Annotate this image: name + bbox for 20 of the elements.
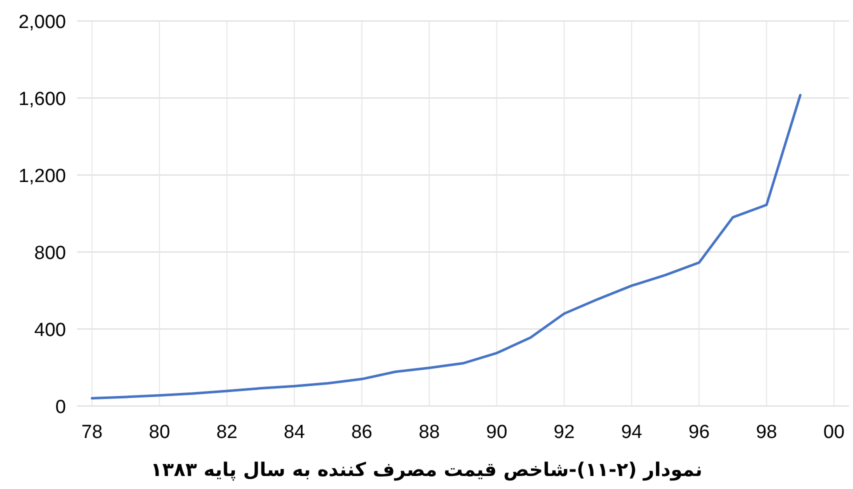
x-tick-label: 84	[284, 422, 306, 443]
x-tick-label: 94	[621, 422, 643, 443]
x-tick-label: 80	[148, 422, 170, 443]
line-series	[90, 94, 802, 400]
x-tick-label: 00	[823, 422, 845, 443]
x-tick-label: 86	[351, 422, 372, 443]
y-tick-label: 1,600	[18, 89, 66, 110]
y-tick-label: 800	[34, 243, 66, 264]
x-tick-label: 98	[756, 422, 778, 443]
x-tick-label: 88	[418, 422, 440, 443]
y-tick-label: 0	[55, 397, 66, 418]
x-tick-label: 96	[688, 422, 710, 443]
y-tick-label: 1,200	[18, 166, 66, 187]
y-tick-label: 400	[34, 320, 66, 341]
x-tick-label: 90	[486, 422, 508, 443]
y-tick-label: 2,000	[18, 12, 66, 33]
x-tick-label: 92	[554, 422, 575, 443]
x-tick-label: 82	[216, 422, 238, 443]
text: نمودار (۲-۱۱)-شاخص قیمت مصرف کننده به سال پایه ۱۳۸۳	[150, 459, 702, 481]
x-tick-label: 78	[81, 422, 103, 443]
